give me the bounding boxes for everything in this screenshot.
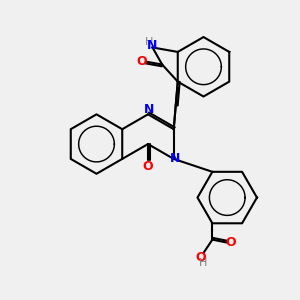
Text: O: O [136, 55, 147, 68]
Text: O: O [195, 251, 206, 264]
Text: H: H [199, 258, 208, 268]
Text: N: N [147, 40, 158, 52]
Text: O: O [226, 236, 236, 249]
Text: O: O [143, 160, 153, 173]
Text: H: H [145, 37, 153, 47]
Text: N: N [170, 152, 180, 165]
Text: N: N [144, 103, 155, 116]
